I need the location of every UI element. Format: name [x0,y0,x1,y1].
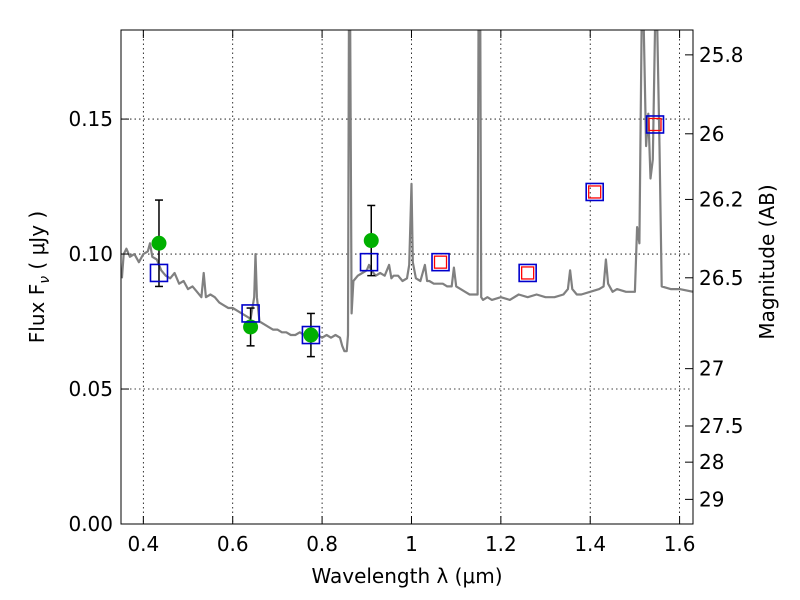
x-tick-label: 0.4 [127,532,159,556]
model-series [149,115,665,345]
observed-point [363,233,379,249]
right-tick-label: 29 [699,487,724,511]
right-tick-label: 26 [699,122,724,146]
model-square [359,252,379,272]
plot-frame [120,29,694,525]
spectrum-line [121,30,693,353]
y-axis-label-main: Flux F [25,284,49,343]
predicted-square [648,117,662,132]
model-square [645,115,665,134]
right-tick-label: 26.2 [699,187,744,211]
observed-point [151,235,167,251]
y-axis-label-unit: ( μJy ) [25,211,49,276]
x-axis-label: Wavelength λ (μm) [311,564,502,588]
x-tick-label: 1.4 [574,532,606,556]
axis-ticks [121,30,693,525]
right-tick-label: 26.5 [699,266,744,290]
tick-labels: 0.4 0.6 0.8 1 1.2 1.4 1.6 0.00 0.05 0.10 0.15 25.8 2… [68,43,743,556]
y-axis-label-sub: ν [37,276,53,284]
observed-point [303,327,319,343]
right-tick-label: 28 [699,450,724,474]
model-square [585,182,604,202]
x-tick-label: 0.8 [306,532,338,556]
x-tick-label: 1 [405,532,418,556]
y-tick-label: 0.00 [68,512,113,536]
y-tick-label: 0.05 [68,377,113,401]
y-axis-label-left: Flux Fν ( μJy ) [25,211,53,343]
y-tick-label: 0.10 [68,242,113,266]
observed-series [151,199,379,358]
right-tick-label: 27.5 [699,414,744,438]
model-square [241,304,260,323]
model-square [149,263,169,283]
right-tick-label: 25.8 [699,43,744,67]
model-square [301,325,321,345]
x-tick-label: 1.6 [664,532,696,556]
x-tick-label: 0.6 [217,532,249,556]
predicted-series [433,117,662,280]
predicted-square [521,266,535,280]
x-tick-label: 1.2 [485,532,517,556]
model-square [518,263,537,283]
model-spectrum [121,30,693,353]
predicted-square [433,255,448,269]
right-tick-label: 27 [699,357,724,381]
grid-lines [121,30,693,524]
y-tick-label: 0.15 [68,107,113,131]
y-axis-label-right: Magnitude (AB) [755,184,779,339]
model-square [431,252,450,272]
observed-point [243,319,259,335]
predicted-square [588,185,602,199]
